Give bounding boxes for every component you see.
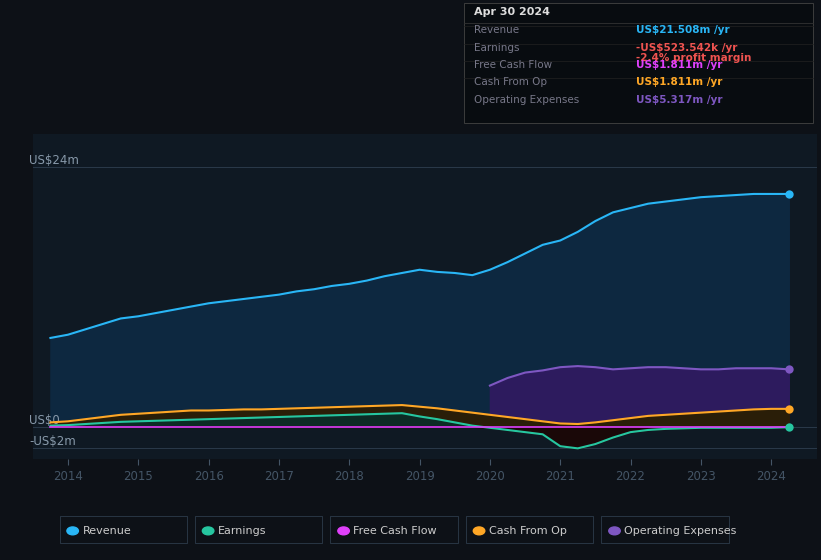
Text: US$1.811m /yr: US$1.811m /yr	[636, 77, 722, 87]
Text: Cash From Op: Cash From Op	[474, 77, 547, 87]
Text: US$5.317m /yr: US$5.317m /yr	[636, 95, 722, 105]
Text: -US$2m: -US$2m	[29, 435, 76, 449]
Text: Operating Expenses: Operating Expenses	[474, 95, 579, 105]
Text: Revenue: Revenue	[82, 526, 131, 536]
Text: US$1.811m /yr: US$1.811m /yr	[636, 60, 722, 70]
Text: -US$523.542k /yr: -US$523.542k /yr	[636, 43, 737, 53]
Text: US$21.508m /yr: US$21.508m /yr	[636, 25, 730, 35]
Text: Free Cash Flow: Free Cash Flow	[474, 60, 552, 70]
Text: US$24m: US$24m	[29, 154, 79, 167]
Text: Operating Expenses: Operating Expenses	[625, 526, 736, 536]
Text: Free Cash Flow: Free Cash Flow	[354, 526, 437, 536]
Text: Revenue: Revenue	[474, 25, 519, 35]
Text: Cash From Op: Cash From Op	[489, 526, 566, 536]
Text: Earnings: Earnings	[218, 526, 267, 536]
Text: -2.4% profit margin: -2.4% profit margin	[636, 53, 752, 63]
Text: US$0: US$0	[29, 414, 60, 427]
Text: Earnings: Earnings	[474, 43, 519, 53]
Text: Apr 30 2024: Apr 30 2024	[474, 7, 550, 17]
